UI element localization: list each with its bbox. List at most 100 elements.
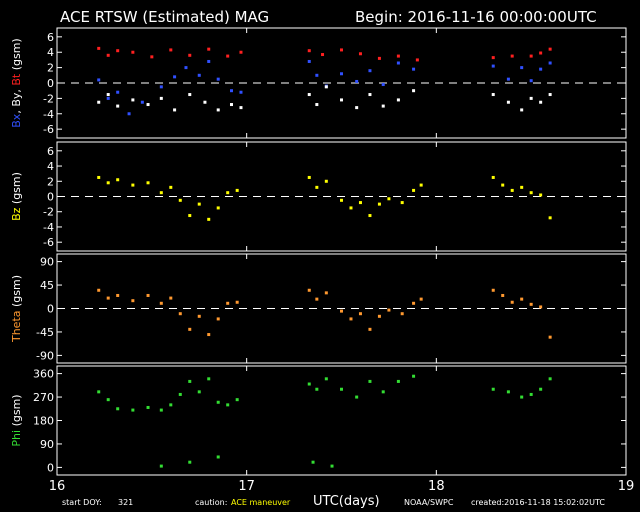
data-point xyxy=(415,58,419,62)
data-point xyxy=(159,96,163,100)
data-point xyxy=(548,335,552,339)
data-point xyxy=(520,108,524,112)
data-point xyxy=(216,108,220,112)
data-point xyxy=(387,197,391,201)
data-point xyxy=(169,403,173,407)
series-theta xyxy=(97,288,552,339)
y-tick-label: 4 xyxy=(47,160,54,173)
data-point xyxy=(324,85,328,89)
plot-title: ACE RTSW (Estimated) MAG xyxy=(60,8,269,26)
y-axis-label: Phi (gsm) xyxy=(10,394,23,446)
y-tick-label: 0 xyxy=(47,191,54,204)
y-tick-label: 4 xyxy=(47,46,54,59)
y-tick-label: 90 xyxy=(40,438,54,451)
data-point xyxy=(419,297,423,301)
data-point xyxy=(216,77,220,81)
data-point xyxy=(510,54,514,58)
data-point xyxy=(539,51,543,55)
data-point xyxy=(358,312,362,316)
data-point xyxy=(307,288,311,292)
data-point xyxy=(197,73,201,77)
data-point xyxy=(146,293,150,297)
data-point xyxy=(377,56,381,60)
data-point xyxy=(358,201,362,205)
data-point xyxy=(239,106,243,110)
data-point xyxy=(159,464,163,468)
data-point xyxy=(106,398,110,402)
data-point xyxy=(307,175,311,179)
data-point xyxy=(311,460,315,464)
data-point xyxy=(324,291,328,295)
x-axis-label: UTC(days) xyxy=(313,494,380,509)
y-tick-label: -6 xyxy=(43,236,54,249)
data-point xyxy=(188,379,192,383)
data-point xyxy=(539,67,543,71)
data-point xyxy=(315,73,319,77)
data-point xyxy=(131,98,135,102)
series-by xyxy=(97,85,552,112)
data-point xyxy=(324,377,328,381)
data-point xyxy=(106,53,110,57)
data-point xyxy=(412,188,416,192)
data-point xyxy=(106,93,110,97)
x-tick-label: 17 xyxy=(238,479,255,494)
data-point xyxy=(229,103,233,107)
y-tick-label: 180 xyxy=(33,415,54,428)
y-tick-label: -6 xyxy=(43,123,54,136)
data-point xyxy=(539,193,543,197)
data-point xyxy=(400,312,404,316)
start-doy-value: 321 xyxy=(118,498,133,507)
data-point xyxy=(188,214,192,218)
data-point xyxy=(510,188,514,192)
data-point xyxy=(131,299,135,303)
data-point xyxy=(169,48,173,52)
x-tick-label: 16 xyxy=(49,479,66,494)
data-point xyxy=(548,61,552,65)
data-point xyxy=(529,79,533,83)
data-point xyxy=(491,387,495,391)
data-point xyxy=(315,103,319,107)
data-point xyxy=(97,288,101,292)
data-point xyxy=(315,297,319,301)
y-label-part: Bx xyxy=(10,113,23,128)
data-point xyxy=(315,185,319,189)
series-bt xyxy=(97,46,552,62)
agency-label: NOAA/SWPC xyxy=(404,498,454,507)
data-point xyxy=(381,390,385,394)
y-tick-label: 360 xyxy=(33,368,54,381)
data-point xyxy=(106,96,110,100)
data-point xyxy=(131,50,135,54)
data-point xyxy=(106,181,110,185)
data-point xyxy=(510,300,514,304)
data-point xyxy=(412,301,416,305)
data-point xyxy=(235,188,239,192)
y-tick-label: 0 xyxy=(47,461,54,474)
data-point xyxy=(377,314,381,318)
y-tick-label: -45 xyxy=(36,326,54,339)
caution-label: caution: xyxy=(195,498,227,507)
data-point xyxy=(127,112,131,116)
data-point xyxy=(368,379,372,383)
data-point xyxy=(307,49,311,53)
y-label-part: (gsm) xyxy=(10,38,23,74)
data-point xyxy=(529,392,533,396)
data-point xyxy=(330,464,334,468)
caution-value: ACE maneuver xyxy=(231,498,291,507)
data-point xyxy=(491,64,495,68)
data-point xyxy=(97,100,101,104)
data-point xyxy=(150,55,154,59)
y-axis-label: Bz (gsm) xyxy=(10,172,23,221)
y-axis-label: Bx, By, Bt (gsm) xyxy=(10,38,23,127)
data-point xyxy=(506,100,510,104)
y-tick-label: 45 xyxy=(40,279,54,292)
data-point xyxy=(340,309,343,313)
data-point xyxy=(173,108,177,112)
data-point xyxy=(307,93,311,97)
y-tick-label: -4 xyxy=(43,108,54,121)
data-point xyxy=(131,408,135,412)
data-point xyxy=(381,104,385,108)
data-point xyxy=(235,300,239,304)
data-point xyxy=(146,405,150,409)
series-phi xyxy=(97,374,552,468)
